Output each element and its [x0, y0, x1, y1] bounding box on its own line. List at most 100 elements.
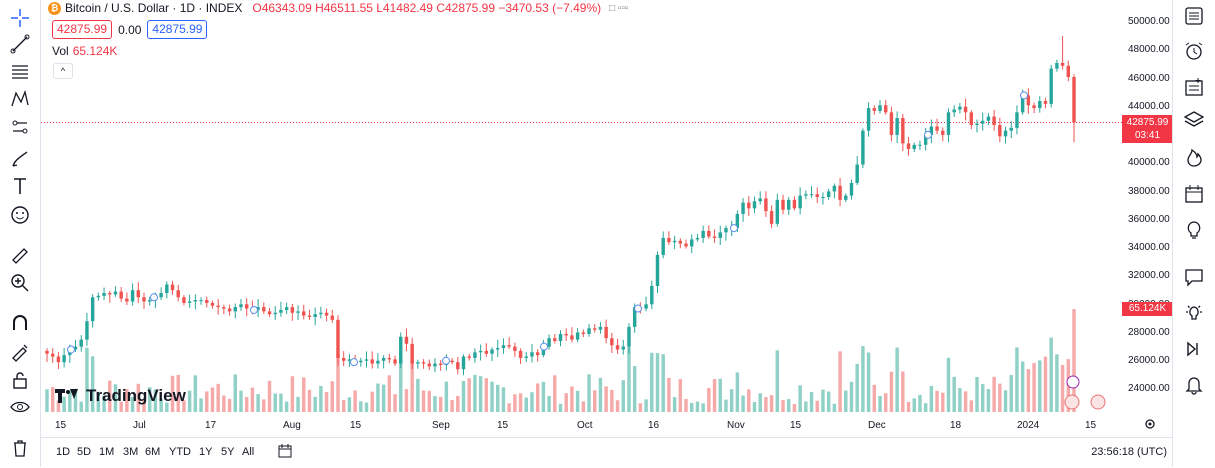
- candle-body[interactable]: [809, 194, 814, 196]
- candle-body[interactable]: [781, 199, 785, 210]
- candle-body[interactable]: [467, 356, 471, 358]
- timeframe-1m[interactable]: 1M: [99, 446, 115, 458]
- candle-body[interactable]: [222, 307, 226, 309]
- candle-body[interactable]: [844, 195, 848, 200]
- candle-body[interactable]: [404, 336, 409, 344]
- candle-body[interactable]: [593, 328, 597, 330]
- lock-drawing-icon[interactable]: [6, 337, 34, 365]
- candle-body[interactable]: [701, 230, 705, 238]
- candle-body[interactable]: [341, 357, 346, 361]
- candle-body[interactable]: [826, 191, 831, 198]
- candle-body[interactable]: [347, 359, 352, 361]
- candle-body[interactable]: [901, 117, 905, 144]
- candle-body[interactable]: [518, 350, 523, 358]
- lock-icon[interactable]: [6, 366, 34, 394]
- candle-body[interactable]: [695, 237, 700, 240]
- candle-body[interactable]: [1055, 62, 1059, 69]
- candle-body[interactable]: [752, 201, 757, 209]
- candle-body[interactable]: [262, 307, 266, 312]
- candle-body[interactable]: [963, 106, 968, 113]
- candle-body[interactable]: [1072, 77, 1076, 123]
- candle-body[interactable]: [707, 230, 711, 237]
- settings-gear-icon[interactable]: [1143, 417, 1157, 436]
- candle-body[interactable]: [684, 243, 688, 247]
- candle-body[interactable]: [387, 357, 392, 360]
- candle-body[interactable]: [587, 328, 591, 334]
- candle-body[interactable]: [1020, 95, 1025, 113]
- candle-body[interactable]: [142, 297, 146, 302]
- dividend-event-icon[interactable]: [924, 130, 932, 139]
- candle-body[interactable]: [313, 314, 317, 318]
- alarm-icon[interactable]: [1180, 37, 1208, 65]
- candle-body[interactable]: [718, 232, 722, 238]
- dividend-event-icon[interactable]: [540, 342, 548, 351]
- candle-body[interactable]: [108, 293, 112, 295]
- dividend-event-icon[interactable]: [150, 293, 158, 302]
- candle-body[interactable]: [125, 298, 129, 302]
- streams-icon[interactable]: [1180, 299, 1208, 327]
- candle-body[interactable]: [769, 211, 774, 224]
- candle-body[interactable]: [62, 355, 66, 363]
- candle-body[interactable]: [324, 312, 329, 316]
- candle-body[interactable]: [861, 130, 865, 165]
- brush-icon[interactable]: [6, 145, 34, 173]
- fib-icon[interactable]: [6, 57, 34, 85]
- candle-body[interactable]: [792, 199, 797, 209]
- candle-body[interactable]: [1060, 62, 1065, 66]
- candle-body[interactable]: [330, 315, 334, 320]
- candle-body[interactable]: [216, 305, 220, 308]
- candle-body[interactable]: [421, 362, 426, 364]
- candle-body[interactable]: [399, 336, 403, 364]
- candle-body[interactable]: [1003, 130, 1008, 137]
- candle-body[interactable]: [575, 332, 580, 340]
- candle-body[interactable]: [946, 112, 951, 135]
- chart-canvas[interactable]: [41, 0, 1173, 437]
- candle-body[interactable]: [50, 353, 55, 357]
- candle-body[interactable]: [980, 120, 985, 124]
- candle-body[interactable]: [507, 345, 511, 347]
- candle-body[interactable]: [376, 360, 380, 364]
- collapse-legend-button[interactable]: ^: [53, 63, 73, 79]
- zoom-icon[interactable]: [6, 269, 34, 297]
- eye-icon[interactable]: [6, 393, 34, 421]
- dividend-event-icon[interactable]: [250, 305, 258, 314]
- candle-body[interactable]: [918, 144, 922, 146]
- candle-body[interactable]: [456, 362, 460, 370]
- candle-body[interactable]: [1043, 101, 1048, 104]
- candle-body[interactable]: [604, 326, 608, 339]
- candle-body[interactable]: [359, 360, 363, 363]
- candle-body[interactable]: [279, 309, 283, 313]
- candle-body[interactable]: [119, 291, 123, 299]
- candle-body[interactable]: [56, 356, 61, 363]
- candle-body[interactable]: [73, 346, 78, 350]
- candle-body[interactable]: [644, 304, 648, 309]
- candle-body[interactable]: [906, 143, 911, 150]
- notifications-bell-icon[interactable]: [1180, 370, 1208, 398]
- candle-body[interactable]: [302, 311, 306, 316]
- candle-body[interactable]: [267, 311, 272, 315]
- candle-body[interactable]: [872, 108, 877, 111]
- watchlist-icon[interactable]: [1180, 2, 1208, 30]
- timeframe-5y[interactable]: 5Y: [221, 446, 235, 458]
- candle-body[interactable]: [1032, 105, 1036, 109]
- candle-body[interactable]: [866, 108, 871, 131]
- candle-body[interactable]: [336, 319, 340, 358]
- candle-body[interactable]: [855, 164, 859, 183]
- candle-body[interactable]: [821, 197, 825, 199]
- candle-body[interactable]: [307, 315, 312, 318]
- candle-body[interactable]: [895, 117, 899, 135]
- candle-body[interactable]: [650, 285, 654, 305]
- candle-body[interactable]: [296, 311, 300, 313]
- candle-body[interactable]: [678, 240, 683, 244]
- candle-body[interactable]: [627, 326, 631, 347]
- candle-body[interactable]: [513, 346, 517, 351]
- candle-body[interactable]: [764, 198, 768, 212]
- candle-body[interactable]: [923, 134, 928, 145]
- candle-body[interactable]: [889, 112, 894, 135]
- ideas-bulb-icon[interactable]: [1180, 216, 1208, 244]
- candle-body[interactable]: [182, 297, 186, 303]
- object-tree-icon[interactable]: [1180, 73, 1208, 101]
- candle-body[interactable]: [655, 254, 660, 286]
- magnet-icon[interactable]: [6, 309, 34, 337]
- emoji-icon[interactable]: [6, 201, 34, 229]
